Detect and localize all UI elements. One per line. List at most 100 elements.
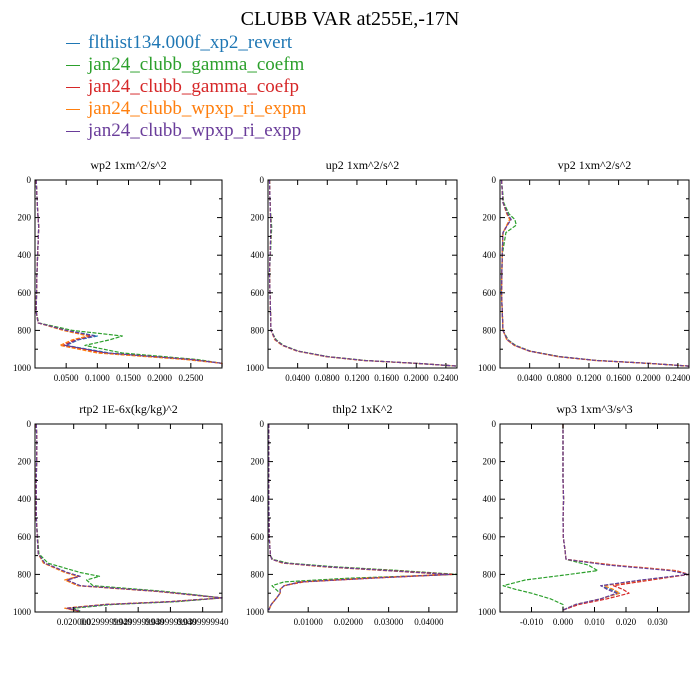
x-tick-label: 0.2000 xyxy=(636,373,661,383)
y-tick-label: 200 xyxy=(18,213,32,223)
legend-label: flthist134.000f_xp2_revert xyxy=(88,32,293,53)
x-tick-label: 0.1200 xyxy=(345,373,370,383)
y-tick-label: 1000 xyxy=(246,363,265,373)
series-line xyxy=(35,423,223,612)
series-line xyxy=(268,424,446,611)
series-line xyxy=(562,424,690,611)
panel-title: rtp2 1E-6x(kg/kg)^2 xyxy=(79,402,178,416)
figure-title: CLUBB VAR at255E,-17N xyxy=(240,8,460,30)
y-tick-label: 0 xyxy=(27,175,32,185)
y-tick-label: 1000 xyxy=(13,607,32,617)
series-line xyxy=(268,424,450,611)
series-line xyxy=(502,424,599,611)
legend-item: jan24_clubb_wpxp_ri_expm xyxy=(66,98,306,120)
x-tick-label: 0.01000 xyxy=(294,617,324,627)
y-tick-label: 400 xyxy=(18,494,32,504)
y-tick-label: 200 xyxy=(483,457,497,467)
y-tick-label: 400 xyxy=(251,250,265,260)
chart-panel: vp2 1xm^2/s^2 0 200 400 600 800 1000 0.0400 0.08… xyxy=(478,158,691,383)
series-line xyxy=(268,179,458,367)
y-tick-label: 200 xyxy=(251,457,265,467)
chart-panel: rtp2 1E-6x(kg/kg)^2 0 200 400 600 800 1000 0.02… xyxy=(13,402,229,627)
series-line xyxy=(35,423,223,612)
y-tick-label: 600 xyxy=(18,532,32,542)
y-tick-label: 0 xyxy=(492,175,497,185)
plot-frame xyxy=(499,179,690,369)
y-tick-label: 1000 xyxy=(13,363,32,373)
y-tick-label: 1000 xyxy=(246,607,265,617)
x-tick-label: 0.020000 xyxy=(57,617,91,627)
series-line xyxy=(268,179,458,367)
x-tick-label: 0.0399999940 xyxy=(177,617,229,627)
x-tick-label: 0.0400 xyxy=(517,373,542,383)
x-tick-label: 0.1600 xyxy=(606,373,631,383)
series-line xyxy=(35,179,223,367)
x-tick-label: 0.2500 xyxy=(178,373,203,383)
chart-panel: up2 1xm^2/s^2 0 200 400 600 800 1000 0.0400 0.08… xyxy=(246,158,459,383)
y-tick-label: 600 xyxy=(18,288,32,298)
series-line xyxy=(268,424,450,611)
legend-swatch xyxy=(66,131,80,133)
x-tick-label: 0.0800 xyxy=(315,373,340,383)
x-tick-label: 0.1500 xyxy=(116,373,141,383)
y-tick-label: 200 xyxy=(18,457,32,467)
legend-swatch xyxy=(66,87,80,89)
x-tick-label: 0.0400 xyxy=(285,373,310,383)
x-tick-label: 0.010 xyxy=(584,617,605,627)
series-line xyxy=(500,179,690,367)
y-tick-label: 600 xyxy=(251,288,265,298)
series-line xyxy=(268,179,458,367)
x-tick-label: 0.020 xyxy=(616,617,637,627)
x-tick-label: 0.000 xyxy=(553,617,574,627)
x-tick-label: 0.0299999940 xyxy=(80,617,132,627)
series-line xyxy=(500,179,690,367)
plot-frame xyxy=(34,423,223,613)
series-line xyxy=(35,179,223,367)
panel-title: vp2 1xm^2/s^2 xyxy=(558,158,632,172)
y-tick-label: 400 xyxy=(18,250,32,260)
x-tick-label: 0.1600 xyxy=(374,373,399,383)
y-tick-label: 800 xyxy=(483,569,497,579)
panel-title: up2 1xm^2/s^2 xyxy=(326,158,400,172)
series-line xyxy=(35,423,223,612)
legend-swatch xyxy=(66,109,80,111)
legend-item: jan24_clubb_gamma_coefp xyxy=(66,76,306,98)
x-tick-label: 0.0399999940 xyxy=(145,617,197,627)
series-line xyxy=(500,179,690,367)
plot-frame xyxy=(267,179,458,369)
series-line xyxy=(35,423,223,612)
y-tick-label: 400 xyxy=(251,494,265,504)
y-tick-label: 0 xyxy=(260,419,265,429)
y-tick-label: 800 xyxy=(18,569,32,579)
y-tick-label: 0 xyxy=(27,419,32,429)
x-tick-label: 0.0500 xyxy=(54,373,79,383)
plot-frame xyxy=(499,423,690,613)
y-tick-label: 1000 xyxy=(478,363,497,373)
y-tick-label: 800 xyxy=(251,325,265,335)
x-tick-label: 0.1200 xyxy=(577,373,602,383)
y-tick-label: 0 xyxy=(260,175,265,185)
y-tick-label: 600 xyxy=(483,288,497,298)
panel-title: wp2 1xm^2/s^2 xyxy=(90,158,166,172)
legend-item: jan24_clubb_gamma_coefm xyxy=(66,54,306,76)
series-line xyxy=(35,179,223,367)
x-tick-label: 0.0800 xyxy=(547,373,572,383)
y-tick-label: 400 xyxy=(483,250,497,260)
x-tick-label: 0.02000 xyxy=(334,617,364,627)
y-tick-label: 600 xyxy=(483,532,497,542)
chart-panel: wp2 1xm^2/s^2 0 200 400 600 800 1000 0.0500 0.10… xyxy=(13,158,223,383)
series-line xyxy=(268,179,458,367)
x-tick-label: 0.1000 xyxy=(85,373,110,383)
legend-item: jan24_clubb_wpxp_ri_expp xyxy=(66,120,306,142)
x-tick-label: 0.03000 xyxy=(374,617,404,627)
legend-label: jan24_clubb_wpxp_ri_expm xyxy=(88,98,307,119)
series-line xyxy=(500,179,690,367)
y-tick-label: 800 xyxy=(251,569,265,579)
panel-title: thlp2 1xK^2 xyxy=(333,402,393,416)
legend-label: jan24_clubb_gamma_coefp xyxy=(88,76,300,97)
legend-swatch xyxy=(66,65,80,67)
plot-frame xyxy=(34,179,223,369)
y-tick-label: 0 xyxy=(492,419,497,429)
chart-panel: wp3 1xm^3/s^3 0 200 400 600 800 1000 -0.010 0.00… xyxy=(478,402,690,627)
